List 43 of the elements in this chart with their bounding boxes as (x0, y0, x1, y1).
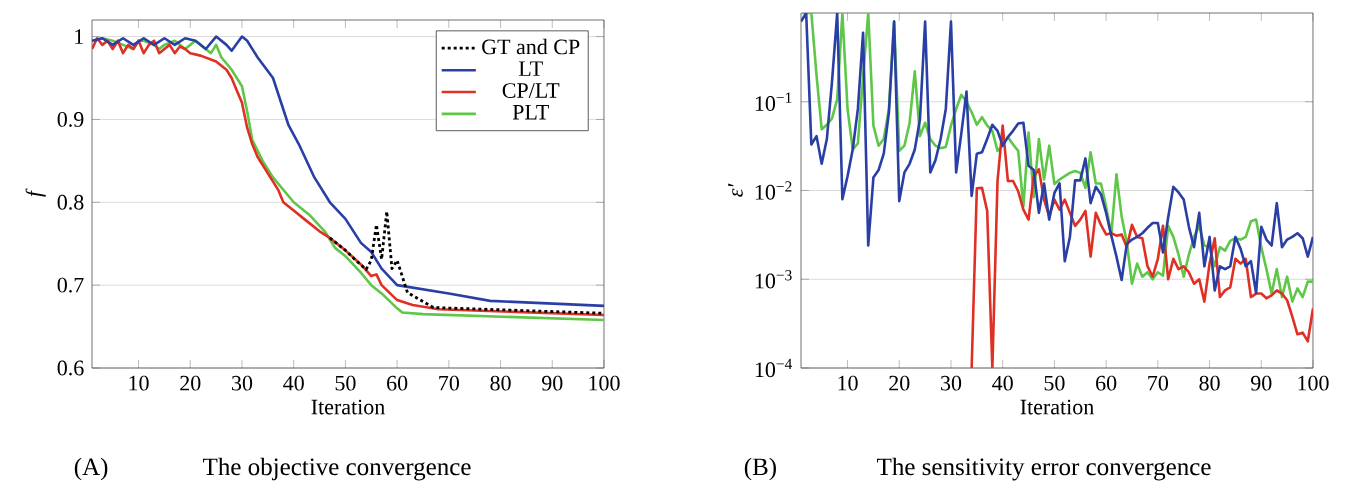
x-tick-label: 70 (439, 375, 459, 391)
x-tick-label: 50 (1044, 375, 1065, 391)
text: The objective convergence (203, 457, 471, 481)
x-tick-label: 10 (838, 375, 858, 391)
y-tick-label: 10$^{−3}$ (755, 270, 792, 289)
legend-label: GT and CP (482, 38, 580, 55)
y-tick-label: 0.7 (57, 277, 84, 293)
y-tick-label: 10$^{−4}$ (755, 358, 793, 378)
x-tick-label: 100 (589, 375, 620, 391)
x-tick-label: 10 (129, 375, 149, 391)
x-tick-label: 60 (1096, 375, 1117, 391)
x-tick-label: 90 (541, 375, 563, 391)
line-series (328, 210, 604, 315)
x-tick-label: 20 (180, 375, 201, 391)
legend-label: LT (518, 61, 543, 76)
x-tick-label: 30 (941, 375, 962, 391)
x-tick-label: 40 (283, 375, 304, 391)
x-tick-label: 80 (1199, 375, 1220, 391)
y-axis-title: ε′ (728, 183, 743, 197)
y-tick-label: 10$^{−2}$ (755, 181, 792, 200)
x-tick-label: 20 (889, 375, 910, 391)
y-tick-label: 10$^{−1}$ (755, 92, 792, 111)
legend-label: CP/LT (502, 83, 560, 98)
x-tick-label: 30 (232, 375, 253, 391)
x-tick-label: 80 (490, 375, 511, 391)
y-tick-label: 1 (75, 29, 83, 44)
text: (A) (74, 457, 108, 481)
y-tick-label: 0.8 (57, 194, 84, 210)
y-tick-label: 0.9 (57, 111, 84, 127)
line-series (970, 124, 1313, 368)
x-tick-label: 70 (1148, 375, 1168, 391)
x-tick-label: 90 (1250, 375, 1272, 391)
y-axis-title: f (25, 188, 46, 197)
text: The sensitivity error convergence (877, 457, 1211, 481)
x-tick-label: 40 (992, 375, 1013, 391)
legend-label: PLT (512, 104, 549, 120)
text: (B) (744, 457, 776, 481)
y-tick-label: 0.6 (57, 360, 84, 376)
x-tick-label: 100 (1298, 375, 1329, 391)
x-tick-label: 60 (387, 375, 408, 391)
x-axis-title: Iteration (1020, 399, 1094, 415)
x-tick-label: 50 (335, 375, 356, 391)
x-axis-title: Iteration (311, 399, 385, 415)
